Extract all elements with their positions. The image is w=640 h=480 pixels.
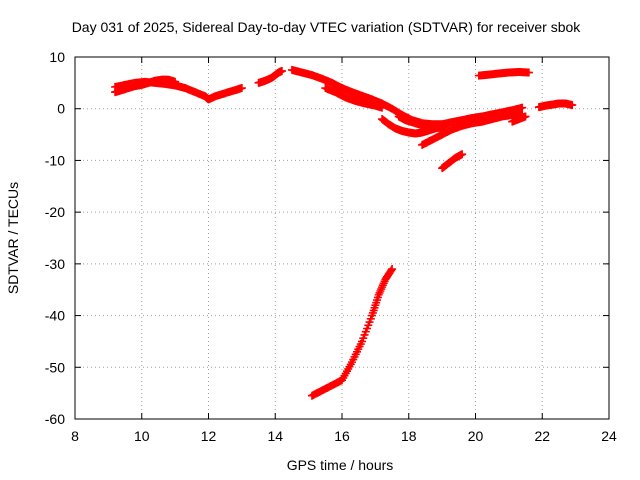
x-tick-label: 18	[401, 428, 417, 444]
data-point	[388, 265, 397, 274]
data-point	[458, 150, 467, 159]
y-axis-title: SDTVAR / TECUs	[5, 182, 21, 294]
series-arc-3	[254, 66, 286, 87]
x-tick-label: 22	[534, 428, 550, 444]
x-axis-title: GPS time / hours	[287, 457, 394, 473]
data-point	[277, 66, 286, 75]
x-tick-label: 8	[71, 428, 79, 444]
data-point	[568, 101, 577, 110]
series-arc-11	[508, 112, 530, 126]
y-tick-label: 0	[57, 101, 65, 117]
data-point	[521, 112, 530, 121]
x-tick-label: 14	[267, 428, 283, 444]
series-arc-10	[474, 67, 533, 80]
chart-title: Day 031 of 2025, Sidereal Day-to-day VTE…	[72, 19, 582, 35]
y-tick-label: -40	[45, 308, 65, 324]
data-point	[378, 103, 387, 112]
y-tick-label: 10	[49, 49, 65, 65]
series-arc-5	[321, 84, 387, 112]
x-tick-label: 16	[334, 428, 350, 444]
data-point	[171, 77, 180, 86]
series-arc-2	[111, 75, 180, 97]
grid	[75, 57, 609, 419]
series-arc-7	[394, 112, 450, 132]
x-tick-label: 10	[134, 428, 150, 444]
y-tick-label: -60	[45, 411, 65, 427]
data-points	[111, 65, 577, 400]
data-point	[237, 84, 246, 93]
series-arc-12	[534, 99, 577, 112]
y-tick-label: -20	[45, 204, 65, 220]
series-arc-13	[307, 265, 397, 400]
data-point	[524, 68, 533, 77]
x-tick-label: 24	[601, 428, 617, 444]
y-tick-label: -50	[45, 359, 65, 375]
x-tick-label: 20	[468, 428, 484, 444]
y-tick-label: -10	[45, 152, 65, 168]
axis-ticks: 8 10 12 14 16 18 20 22 24 10 0 -10 -20 -30 -40 -50 -60	[45, 49, 617, 444]
y-tick-label: -30	[45, 256, 65, 272]
x-tick-label: 12	[201, 428, 217, 444]
series-arc-9	[438, 150, 467, 173]
data-point	[387, 266, 396, 275]
